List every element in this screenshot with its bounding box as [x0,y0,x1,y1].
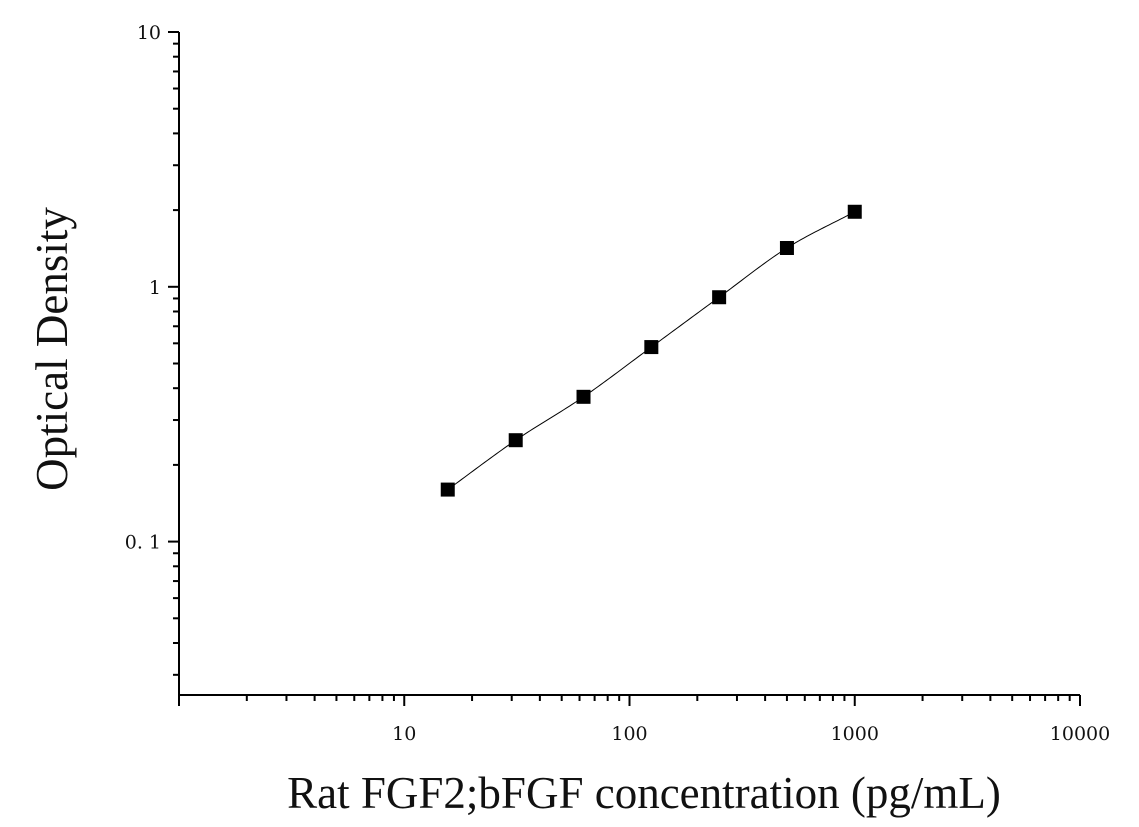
x-tick-labels: 10 100 1000 10000 [392,723,1110,745]
data-point [779,240,794,255]
x-tick-label: 10 [392,723,416,745]
y-axis-title: Optical Density [27,207,77,491]
data-point [847,204,862,219]
y-tick-label: 1 [149,277,161,299]
y-tick-label: 10 [137,22,161,44]
x-tick-label: 10000 [1050,723,1110,745]
x-tick-label: 1000 [831,723,879,745]
x-tick-label: 100 [611,723,647,745]
data-point [440,482,455,497]
y-ticks [168,31,179,676]
data-point [508,433,523,448]
y-tick-label: 0. 1 [125,532,161,554]
data-point [712,290,727,305]
data-points [440,204,862,497]
data-point [644,340,659,355]
x-axis-title: Rat FGF2;bFGF concentration (pg/mL) [287,768,1001,818]
y-tick-labels: 0. 1 1 10 [125,22,161,554]
x-ticks [178,695,1081,706]
data-point [576,389,591,404]
